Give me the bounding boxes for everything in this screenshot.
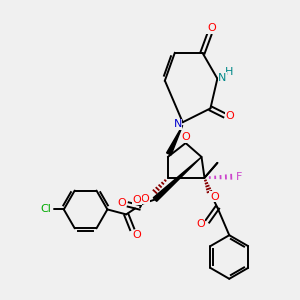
Text: F: F [236,172,242,182]
Text: O: O [226,111,235,121]
Text: O: O [181,132,190,142]
Polygon shape [167,125,183,155]
Text: O: O [133,194,142,205]
Text: H: H [225,67,233,77]
Text: O: O [196,219,205,229]
Text: Cl: Cl [40,204,51,214]
Text: N: N [174,119,182,129]
Text: O: O [141,194,149,203]
Text: N: N [218,73,226,83]
Text: O: O [133,230,142,240]
Text: O: O [210,192,219,202]
Polygon shape [153,157,202,201]
Text: O: O [207,23,216,33]
Text: O: O [117,199,126,208]
